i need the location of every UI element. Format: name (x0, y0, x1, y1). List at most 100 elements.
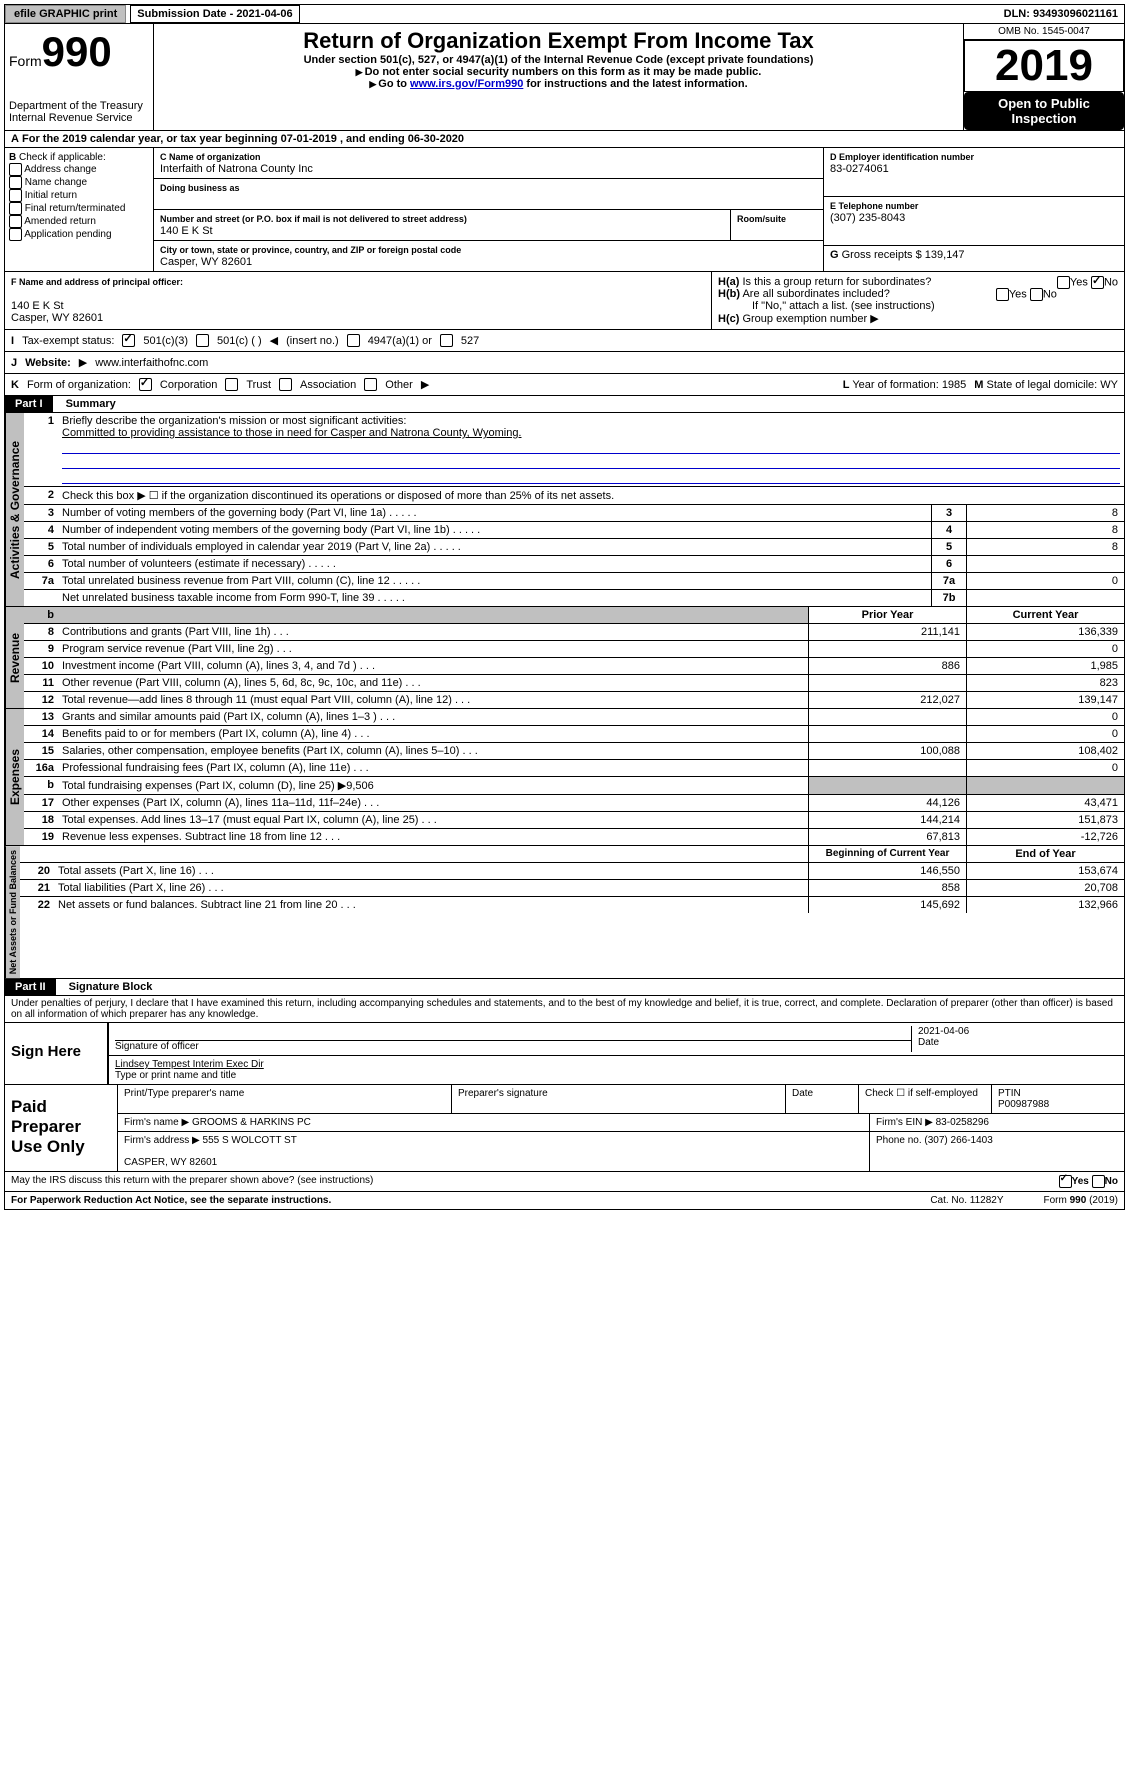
discuss-yes[interactable] (1059, 1175, 1072, 1188)
ph2: Preparer's signature (452, 1085, 786, 1113)
ph3: Date (786, 1085, 859, 1113)
website: www.interfaithofnc.com (95, 357, 208, 369)
m-lbl: State of legal domicile: (987, 379, 1098, 391)
cb-501c[interactable] (196, 334, 209, 347)
ph1: Print/Type preparer's name (118, 1085, 452, 1113)
cb-pending[interactable] (9, 228, 22, 241)
row-a: A For the 2019 calendar year, or tax yea… (4, 131, 1125, 148)
l2: Check this box ▶ ☐ if the organization d… (58, 487, 1124, 504)
row-k: K Form of organization: Corporation Trus… (4, 374, 1125, 396)
hb-yes[interactable] (996, 288, 1009, 301)
cb-final[interactable] (9, 202, 22, 215)
declaration: Under penalties of perjury, I declare th… (4, 996, 1125, 1023)
cb-527[interactable] (440, 334, 453, 347)
k-lbl: Form of organization: (27, 379, 131, 391)
gov-table: Activities & Governance 1Briefly describ… (4, 413, 1125, 607)
dept: Department of the Treasury Internal Reve… (9, 100, 149, 124)
fph: (307) 266-1403 (924, 1135, 992, 1146)
gross: 139,147 (925, 249, 965, 261)
k1: Corporation (160, 379, 217, 391)
fein-lbl: Firm's EIN (876, 1117, 922, 1128)
footer: For Paperwork Reduction Act Notice, see … (4, 1192, 1125, 1210)
end-hdr: End of Year (966, 846, 1124, 862)
section-f-h: F Name and address of principal officer:… (4, 272, 1125, 330)
ptin: P00987988 (998, 1099, 1049, 1110)
header: Form990 Department of the Treasury Inter… (4, 24, 1125, 131)
sign-here: Sign Here Signature of officer 2021-04-06… (4, 1023, 1125, 1085)
c-name-lbl: Name of organization (169, 152, 261, 162)
no2: No (1105, 1176, 1118, 1187)
row-i: I Tax-exempt status: 501(c)(3) 501(c) ( … (4, 330, 1125, 352)
curr-hdr: Current Year (966, 607, 1124, 623)
dln: DLN: 93493096021161 (998, 6, 1124, 22)
title: Return of Organization Exempt From Incom… (158, 28, 959, 54)
mission: Committed to providing assistance to tho… (62, 427, 522, 439)
l1: Briefly describe the organization's miss… (62, 415, 406, 427)
tel: (307) 235-8043 (830, 212, 905, 224)
org-name: Interfaith of Natrona County Inc (160, 163, 313, 175)
fein: 83-0258296 (936, 1117, 989, 1128)
part1-header: Part I Summary (4, 396, 1125, 413)
form-990: 990 (42, 28, 112, 75)
goto2: for instructions and the latest informat… (523, 78, 747, 90)
ha-yes[interactable] (1057, 276, 1070, 289)
addr: 140 E K St (160, 225, 213, 237)
vtab-rev: Revenue (5, 607, 24, 708)
form-foot: Form 990 (2019) (1044, 1195, 1118, 1206)
no: No (1104, 276, 1118, 288)
b5: Application pending (24, 229, 111, 240)
cb-name[interactable] (9, 176, 22, 189)
hb-no[interactable] (1030, 288, 1043, 301)
part2-title: Signature Block (59, 981, 153, 993)
tax-year: 2019 (964, 40, 1124, 92)
cb-4947[interactable] (347, 334, 360, 347)
ha-no[interactable] (1091, 276, 1104, 289)
efile-btn[interactable]: efile GRAPHIC print (5, 5, 126, 23)
subtitle1: Under section 501(c), 527, or 4947(a)(1)… (158, 54, 959, 66)
discuss-no[interactable] (1092, 1175, 1105, 1188)
cb-corp[interactable] (139, 378, 152, 391)
dba-lbl: Doing business as (160, 183, 240, 193)
cb-other[interactable] (364, 378, 377, 391)
arrow-icon (369, 78, 378, 90)
cb-501c3[interactable] (122, 334, 135, 347)
f-addr: 140 E K St Casper, WY 82601 (11, 300, 103, 324)
irs-link[interactable]: www.irs.gov/Form990 (410, 78, 523, 90)
i4: 527 (461, 335, 479, 347)
sig-lbl: Signature of officer (115, 1041, 199, 1052)
open-to-public: Open to Public Inspection (964, 92, 1124, 130)
k2: Trust (246, 379, 271, 391)
hb2: If "No," attach a list. (see instruction… (752, 300, 935, 312)
cb-trust[interactable] (225, 378, 238, 391)
b3: Final return/terminated (25, 203, 126, 214)
foot-q: May the IRS discuss this return with the… (11, 1175, 373, 1188)
tel-lbl: Telephone number (839, 201, 919, 211)
city-lbl: City or town, state or province, country… (160, 245, 461, 255)
sign-here-lbl: Sign Here (5, 1023, 107, 1084)
sig-date: 2021-04-06 (918, 1026, 969, 1037)
cb-amended[interactable] (9, 215, 22, 228)
m-val: WY (1100, 379, 1118, 391)
topbar: efile GRAPHIC print Submission Date - 20… (4, 4, 1125, 24)
k3: Association (300, 379, 356, 391)
ha: Is this a group return for subordinates? (742, 276, 931, 288)
form-label: Form (9, 53, 42, 69)
b2: Initial return (25, 190, 77, 201)
ein-lbl: Employer identification number (839, 152, 974, 162)
date-lbl: Date (918, 1037, 939, 1048)
firm: GROOMS & HARKINS PC (192, 1117, 311, 1128)
ins: (insert no.) (286, 335, 339, 347)
cb-address[interactable] (9, 163, 22, 176)
name-lbl: Type or print name and title (115, 1070, 236, 1081)
paid-title: Paid Preparer Use Only (5, 1085, 117, 1171)
b0: Address change (24, 164, 96, 175)
cb-assoc[interactable] (279, 378, 292, 391)
cat: Cat. No. 11282Y (930, 1195, 1003, 1206)
i2: 501(c) ( ) (217, 335, 262, 347)
part1-title: Summary (56, 398, 116, 410)
ph4: Check ☐ if self-employed (859, 1085, 992, 1113)
cb-initial[interactable] (9, 189, 22, 202)
vtab-exp: Expenses (5, 709, 24, 845)
prior-hdr: Prior Year (808, 607, 966, 623)
i-lbl: Tax-exempt status: (22, 335, 114, 347)
